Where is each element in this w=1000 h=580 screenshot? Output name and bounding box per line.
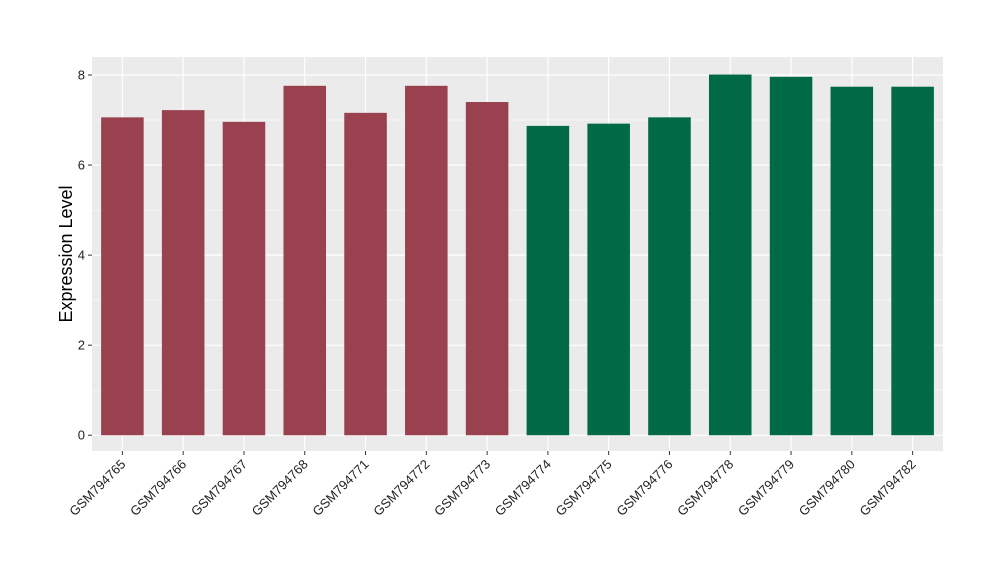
y-axis: 0 2 4 6 8	[78, 68, 92, 443]
y-tick-label: 6	[78, 158, 85, 173]
y-tick-label: 2	[78, 338, 85, 353]
bar-gsm794782	[891, 86, 934, 436]
x-tick-label: GSM794780	[796, 457, 858, 519]
x-tick-label: GSM794782	[857, 457, 919, 519]
bar-gsm794771	[344, 112, 387, 436]
bar-gsm794768	[283, 85, 327, 436]
bar-series	[101, 74, 934, 436]
bar-gsm794767	[222, 121, 266, 436]
x-tick-label: GSM794774	[492, 457, 554, 519]
x-tick-label: GSM794775	[553, 457, 615, 519]
x-tick-label: GSM794778	[674, 457, 736, 519]
x-tick-label: GSM794779	[735, 457, 797, 519]
y-axis-title: Expression Level	[56, 185, 76, 322]
bar-gsm794776	[648, 117, 691, 436]
x-tick-label: GSM794771	[309, 457, 371, 519]
bar-gsm794772	[405, 85, 448, 436]
bar-gsm794780	[830, 86, 874, 436]
x-tick-label: GSM794765	[66, 457, 128, 519]
bar-gsm794765	[101, 117, 144, 436]
bar-gsm794778	[708, 74, 752, 436]
bar-gsm794766	[161, 110, 205, 436]
x-tick-label: GSM794776	[613, 457, 675, 519]
bar-gsm794774	[526, 125, 570, 436]
bar-gsm794779	[769, 76, 813, 436]
x-tick-label: GSM794772	[370, 457, 432, 519]
x-tick-label: GSM794773	[431, 457, 493, 519]
bar-gsm794773	[465, 102, 509, 436]
y-tick-label: 8	[78, 68, 85, 83]
x-tick-label: GSM794768	[249, 457, 311, 519]
bar-gsm794775	[587, 123, 630, 436]
y-tick-label: 4	[78, 248, 85, 263]
x-tick-label: GSM794766	[127, 457, 189, 519]
plot-panel	[92, 57, 943, 451]
y-tick-label: 0	[78, 428, 85, 443]
x-tick-label: GSM794767	[188, 457, 250, 519]
x-axis: GSM794765GSM794766GSM794767GSM794768GSM7…	[66, 451, 919, 519]
